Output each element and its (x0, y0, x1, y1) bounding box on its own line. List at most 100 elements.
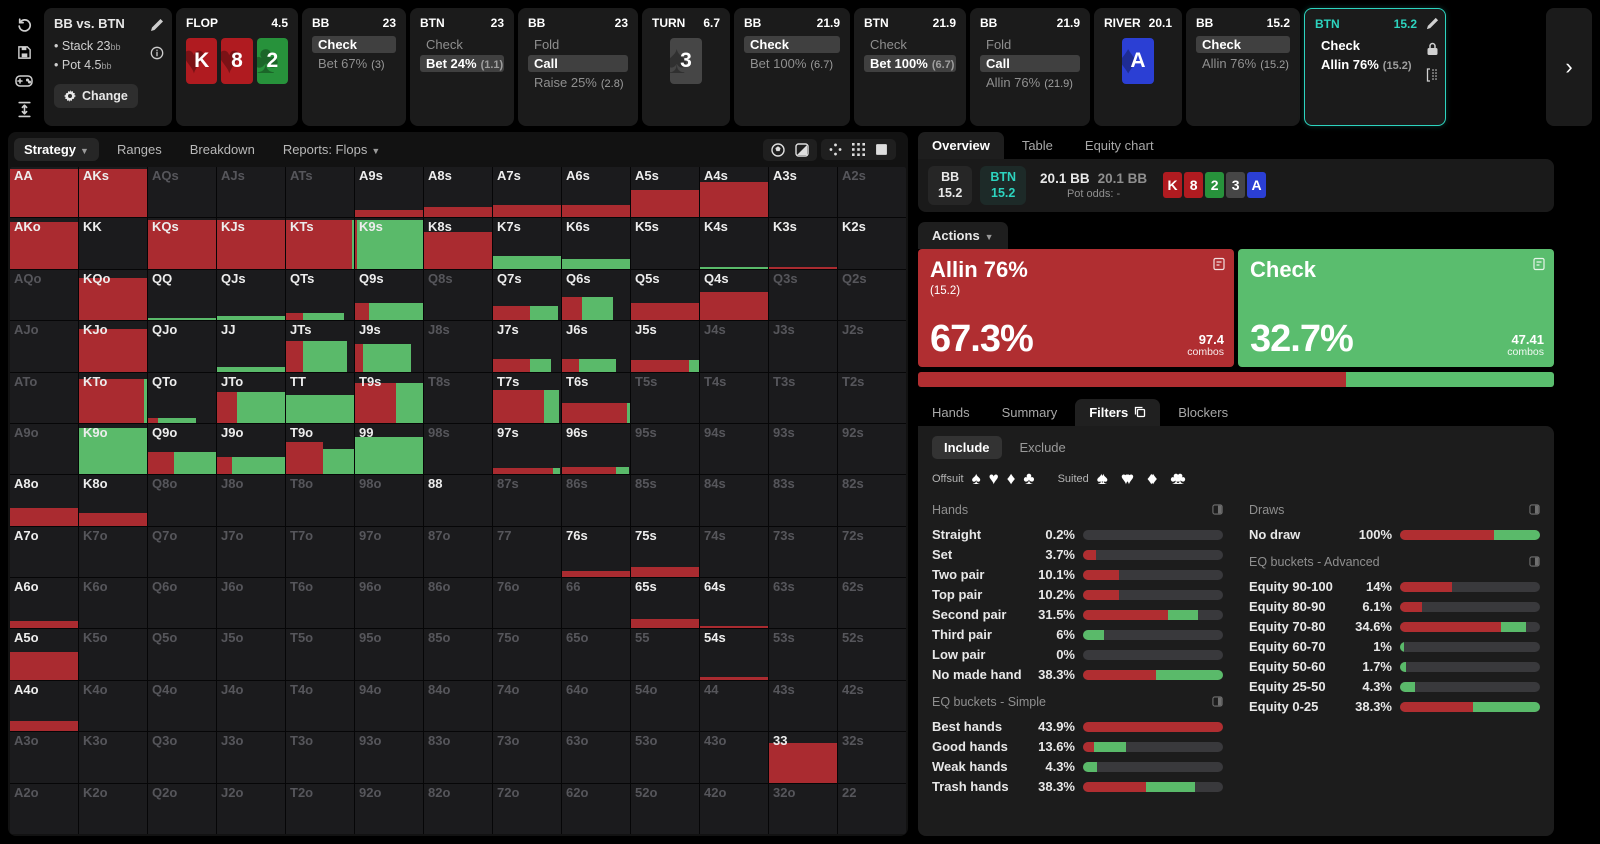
street-node-river[interactable]: RIVER 20.1 ♦ A (1094, 8, 1182, 126)
matrix-cell-ATo[interactable]: ATo (10, 372, 78, 423)
matrix-cell-K3s[interactable]: K3s (769, 218, 837, 269)
matrix-cell-Q5o[interactable]: Q5o (148, 629, 216, 680)
matrix-cell-A7o[interactable]: A7o (10, 526, 78, 578)
matrix-cell-KTo[interactable]: KTo (79, 372, 147, 423)
matrix-cell-JTs[interactable]: JTs (286, 321, 354, 372)
node-action-check[interactable]: Check (744, 36, 840, 53)
tab-overview[interactable]: Overview (918, 132, 1004, 159)
node-action-call[interactable]: Call (980, 55, 1080, 72)
matrix-cell-KQs[interactable]: KQs (148, 218, 216, 269)
matrix-cell-A4s[interactable]: A4s (700, 167, 768, 218)
matrix-cell-J4s[interactable]: J4s (700, 321, 768, 372)
matrix-cell-43s[interactable]: 43s (769, 680, 837, 732)
matrix-cell-K2o[interactable]: K2o (79, 783, 147, 834)
matrix-cell-J8s[interactable]: J8s (424, 321, 492, 372)
matrix-cell-AJo[interactable]: AJo (10, 321, 78, 372)
matrix-cell-74o[interactable]: 74o (493, 680, 561, 732)
matrix-cell-83o[interactable]: 83o (424, 732, 492, 783)
matrix-cell-T3s[interactable]: T3s (769, 372, 837, 423)
matrix-cell-J8o[interactable]: J8o (217, 475, 285, 526)
matrix-cell-AA[interactable]: AA (10, 167, 78, 218)
matrix-cell-65o[interactable]: 65o (562, 629, 630, 680)
matrix-cell-Q8s[interactable]: Q8s (424, 269, 492, 321)
matrix-cell-KQo[interactable]: KQo (79, 269, 147, 321)
matrix-cell-62s[interactable]: 62s (838, 578, 906, 629)
matrix-cell-J3s[interactable]: J3s (769, 321, 837, 372)
matrix-cell-T5s[interactable]: T5s (631, 372, 699, 423)
street-node-turn[interactable]: TURN 6.7 ♠ 3 (642, 8, 730, 126)
matrix-cell-KJs[interactable]: KJs (217, 218, 285, 269)
matrix-cell-K8s[interactable]: K8s (424, 218, 492, 269)
expand-tree-button[interactable]: › (1546, 8, 1592, 126)
matrix-cell-K9o[interactable]: K9o (79, 423, 147, 475)
lock-icon[interactable] (1426, 42, 1439, 56)
contrast-view-icon[interactable] (795, 142, 809, 157)
matrix-cell-T2s[interactable]: T2s (838, 372, 906, 423)
node-action-check[interactable]: Check (1315, 37, 1417, 54)
matrix-cell-QJs[interactable]: QJs (217, 269, 285, 321)
matrix-cell-Q8o[interactable]: Q8o (148, 475, 216, 526)
matrix-cell-A3s[interactable]: A3s (769, 167, 837, 218)
matrix-cell-32o[interactable]: 32o (769, 783, 837, 834)
matrix-cell-42o[interactable]: 42o (700, 783, 768, 834)
suited-club-toggle[interactable]: ♣♣ (1170, 468, 1187, 488)
matrix-cell-Q3o[interactable]: Q3o (148, 732, 216, 783)
matrix-cell-A4o[interactable]: A4o (10, 680, 78, 732)
matrix-cell-53o[interactable]: 53o (631, 732, 699, 783)
node-action-check[interactable]: Check (420, 36, 504, 53)
matrix-cell-84s[interactable]: 84s (700, 475, 768, 526)
matrix-cell-A2s[interactable]: A2s (838, 167, 906, 218)
matrix-cell-82o[interactable]: 82o (424, 783, 492, 834)
matrix-cell-K6s[interactable]: K6s (562, 218, 630, 269)
matrix-cell-Q9s[interactable]: Q9s (355, 269, 423, 321)
matrix-cell-84o[interactable]: 84o (424, 680, 492, 732)
matrix-cell-72s[interactable]: 72s (838, 526, 906, 578)
matrix-cell-53s[interactable]: 53s (769, 629, 837, 680)
matrix-cell-94o[interactable]: 94o (355, 680, 423, 732)
matrix-cell-92s[interactable]: 92s (838, 423, 906, 475)
matrix-cell-52o[interactable]: 52o (631, 783, 699, 834)
matrix-cell-TT[interactable]: TT (286, 372, 354, 423)
suited-diamond-toggle[interactable]: ♦♦ (1147, 468, 1159, 488)
matrix-cell-73s[interactable]: 73s (769, 526, 837, 578)
matrix-cell-93s[interactable]: 93s (769, 423, 837, 475)
matrix-cell-J2o[interactable]: J2o (217, 783, 285, 834)
matrix-cell-T9s[interactable]: T9s (355, 372, 423, 423)
history-icon[interactable] (14, 14, 34, 34)
node-action-raise[interactable]: Raise 25% (2.8) (528, 74, 628, 91)
tab-summary[interactable]: Summary (988, 399, 1072, 426)
matrix-cell-A9s[interactable]: A9s (355, 167, 423, 218)
matrix-cell-65s[interactable]: 65s (631, 578, 699, 629)
matrix-cell-J7s[interactable]: J7s (493, 321, 561, 372)
matrix-cell-T3o[interactable]: T3o (286, 732, 354, 783)
matrix-cell-J5s[interactable]: J5s (631, 321, 699, 372)
matrix-cell-Q6s[interactable]: Q6s (562, 269, 630, 321)
matrix-cell-A6o[interactable]: A6o (10, 578, 78, 629)
matrix-cell-ATs[interactable]: ATs (286, 167, 354, 218)
matrix-cell-A8o[interactable]: A8o (10, 475, 78, 526)
matrix-cell-AJs[interactable]: AJs (217, 167, 285, 218)
matrix-cell-K5s[interactable]: K5s (631, 218, 699, 269)
offsuit-spade-toggle[interactable]: ♠ (971, 468, 982, 488)
matrix-cell-A5o[interactable]: A5o (10, 629, 78, 680)
action-node-btn-10[interactable]: BTN 15.2 Check Allin 76% (15.2) (1304, 8, 1446, 126)
matrix-cell-Q3s[interactable]: Q3s (769, 269, 837, 321)
matrix-cell-AKs[interactable]: AKs (79, 167, 147, 218)
matrix-cell-97o[interactable]: 97o (355, 526, 423, 578)
node-action-fold[interactable]: Fold (980, 36, 1080, 53)
matrix-cell-K4s[interactable]: K4s (700, 218, 768, 269)
matrix-cell-T8o[interactable]: T8o (286, 475, 354, 526)
node-action-allin[interactable]: Allin 76% (21.9) (980, 74, 1080, 91)
matrix-cell-52s[interactable]: 52s (838, 629, 906, 680)
matrix-cell-T4o[interactable]: T4o (286, 680, 354, 732)
matrix-cell-K4o[interactable]: K4o (79, 680, 147, 732)
matrix-cell-AKo[interactable]: AKo (10, 218, 78, 269)
matrix-cell-Q6o[interactable]: Q6o (148, 578, 216, 629)
matrix-cell-94s[interactable]: 94s (700, 423, 768, 475)
matrix-cell-92o[interactable]: 92o (355, 783, 423, 834)
chip-view-icon[interactable] (771, 142, 785, 157)
square-view-icon[interactable] (875, 143, 888, 156)
matrix-cell-88[interactable]: 88 (424, 475, 492, 526)
matrix-cell-QTs[interactable]: QTs (286, 269, 354, 321)
matrix-cell-KJo[interactable]: KJo (79, 321, 147, 372)
